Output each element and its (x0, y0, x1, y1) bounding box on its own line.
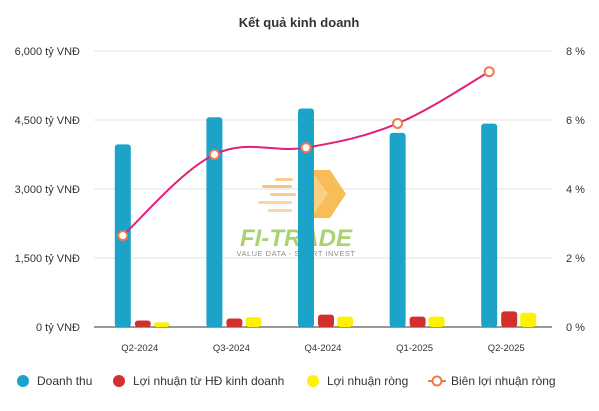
left-tick-label: 4,500 tỷ VNĐ (15, 115, 80, 127)
bar-l-i-nhu-n-t-h-kinh-doanh-q2-2024 (134, 320, 151, 327)
legend-item-4[interactable]: Biên lợi nhuận ròng (428, 374, 556, 388)
left-tick-label: 3,000 tỷ VNĐ (15, 184, 80, 196)
bar-doanh-thu-q4-2024 (298, 108, 314, 327)
right-tick-label: 8 % (566, 46, 585, 58)
bar-l-i-nhu-n-t-h-kinh-doanh-q1-2025 (409, 316, 426, 327)
left-tick-label: 1,500 tỷ VNĐ (15, 253, 80, 265)
legend-label: Doanh thu (37, 374, 92, 388)
legend: Doanh thu Lợi nhuận từ HĐ kinh doanh Lợi n… (17, 374, 556, 388)
margin-point-q2-2024 (117, 230, 129, 242)
watermark-logo-icon (258, 170, 346, 218)
margin-line-series (117, 66, 495, 242)
legend-item-2[interactable]: Lợi nhuận từ HĐ kinh doanh (113, 374, 284, 388)
bar-doanh-thu-q3-2024 (206, 117, 223, 328)
watermark-brand: FI-TRADE (240, 225, 353, 252)
legend-marker (113, 375, 125, 387)
margin-point-q4-2024 (300, 142, 312, 154)
bar-l-i-nhu-n-r-ng-q3-2024 (245, 317, 262, 327)
category-label: Q2-2024 (121, 343, 158, 354)
legend-item-3[interactable]: Lợi nhuận ròng (307, 374, 408, 388)
margin-point-q1-2025 (392, 117, 404, 129)
bar-l-i-nhu-n-t-h-kinh-doanh-q2-2025 (501, 311, 518, 327)
legend-label: Lợi nhuận ròng (327, 374, 408, 388)
legend-marker (431, 375, 443, 387)
margin-point-q3-2024 (208, 149, 220, 160)
category-label: Q4-2024 (305, 343, 342, 354)
legend-label: Biên lợi nhuận ròng (451, 374, 556, 388)
left-axis-ticks: 0 tỷ VNĐ 1,500 tỷ VNĐ 3,000 tỷ VNĐ 4,500 tỷ… (15, 46, 80, 334)
category-labels: Q2-2024 Q3-2024 Q4-2024 Q1-2025 Q2-2025 (121, 343, 524, 354)
margin-point-q2-2025 (483, 66, 495, 78)
right-tick-label: 4 % (566, 184, 585, 196)
bar-l-i-nhu-n-r-ng-q2-2024 (153, 322, 170, 327)
left-tick-label: 0 tỷ VNĐ (36, 322, 80, 334)
right-axis-ticks: 0 % 2 % 4 % 6 % 8 % (566, 46, 585, 334)
legend-item-1[interactable]: Doanh thu (17, 374, 92, 388)
bar-series (114, 108, 537, 328)
bar-l-i-nhu-n-r-ng-q1-2025 (428, 316, 445, 327)
fi-trade-watermark: FI-TRADE VALUE DATA - SMART INVEST (237, 170, 356, 258)
right-tick-label: 0 % (566, 322, 585, 334)
bar-l-i-nhu-n-t-h-kinh-doanh-q3-2024 (226, 318, 243, 327)
left-tick-label: 6,000 tỷ VNĐ (15, 46, 80, 58)
bar-l-i-nhu-n-t-h-kinh-doanh-q4-2024 (318, 314, 334, 327)
bar-l-i-nhu-n-r-ng-q4-2024 (337, 316, 353, 327)
bar-doanh-thu-q1-2025 (389, 132, 406, 327)
bar-l-i-nhu-n-r-ng-q2-2025 (520, 312, 537, 327)
right-tick-label: 6 % (566, 115, 585, 127)
right-tick-label: 2 % (566, 253, 585, 265)
bar-doanh-thu-q2-2025 (481, 123, 498, 328)
category-label: Q1-2025 (396, 343, 433, 354)
watermark-tagline: VALUE DATA - SMART INVEST (237, 249, 356, 258)
category-label: Q2-2025 (488, 343, 525, 354)
chart-title: Kết quả kinh doanh (239, 15, 360, 30)
legend-marker (17, 375, 29, 387)
category-label: Q3-2024 (213, 343, 250, 354)
legend-marker (307, 375, 319, 387)
legend-label: Lợi nhuận từ HĐ kinh doanh (133, 374, 284, 388)
